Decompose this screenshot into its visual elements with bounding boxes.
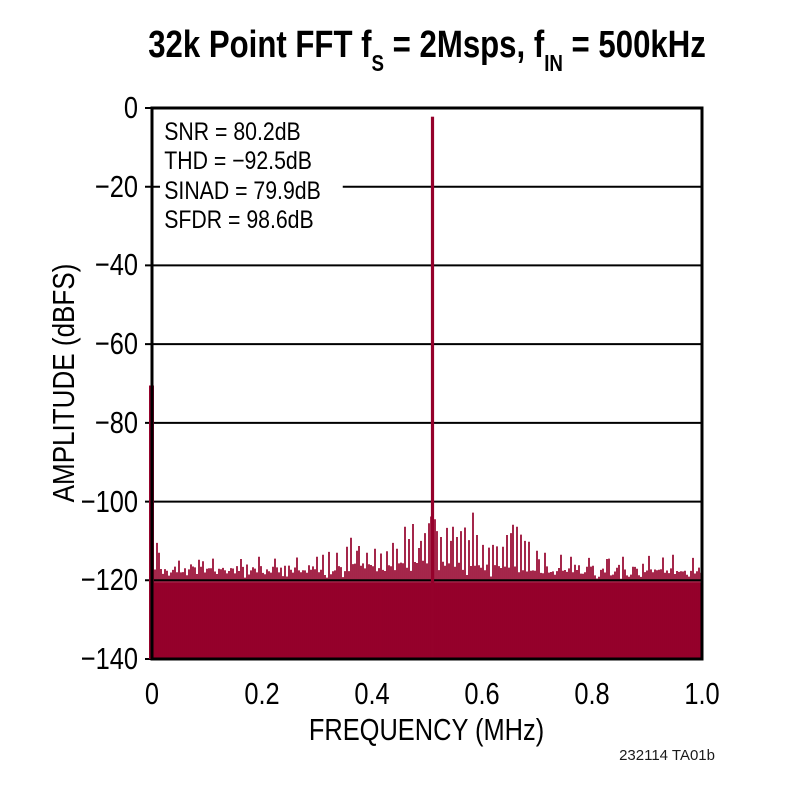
y-tick-label: −120 [80, 562, 138, 598]
plot-frame [150, 106, 704, 661]
y-tick-label: −140 [80, 641, 138, 676]
x-axis-title: FREQUENCY (MHz) [64, 712, 790, 748]
y-tick-label: −20 [94, 168, 138, 204]
title-subscript-in: IN [544, 49, 563, 76]
y-tick-label: −60 [94, 326, 138, 362]
annotation-snr: SNR = 80.2dB [164, 118, 301, 146]
chart-title-text: 32k Point FFT f [148, 24, 372, 66]
x-tick-label: 0.2 [244, 676, 280, 711]
noise-bars [152, 512, 702, 659]
x-tick-label: 0.6 [464, 676, 500, 711]
y-tick-label: −40 [94, 247, 138, 283]
title-subscript-s: S [371, 49, 385, 76]
annotation-sinad: SINAD = 79.9dB [164, 176, 321, 205]
annotation-sfdr: SFDR = 98.6dB [164, 205, 314, 234]
figure-number: 232114 TA01b [619, 747, 715, 764]
annotation-thd: THD = −92.5dB [164, 147, 312, 176]
chart-title-post: = 500kHz [562, 24, 706, 66]
chart-title-mid: = 2Msps, f [384, 24, 545, 66]
annotation-block: SNR = 80.2dB THD = −92.5dB SINAD = 79.9d… [160, 115, 343, 241]
x-axis-title-text: FREQUENCY (MHz) [309, 712, 545, 747]
y-tick-label: 0 [123, 90, 138, 125]
x-tick-label: 1.0 [684, 676, 720, 711]
carrier-bar [430, 116, 435, 659]
chart-title: 32k Point FFT fS = 2Msps, fIN = 500kHz [64, 22, 790, 81]
x-tick-label: 0.8 [574, 676, 610, 711]
x-tick-label: 0.4 [354, 676, 390, 711]
x-tick-label: 0 [144, 676, 160, 711]
y-axis-title: AMPLITUDE (dBFS) [46, 263, 81, 503]
y-tick-label: −80 [94, 404, 138, 440]
y-tick-label: −100 [80, 483, 138, 519]
